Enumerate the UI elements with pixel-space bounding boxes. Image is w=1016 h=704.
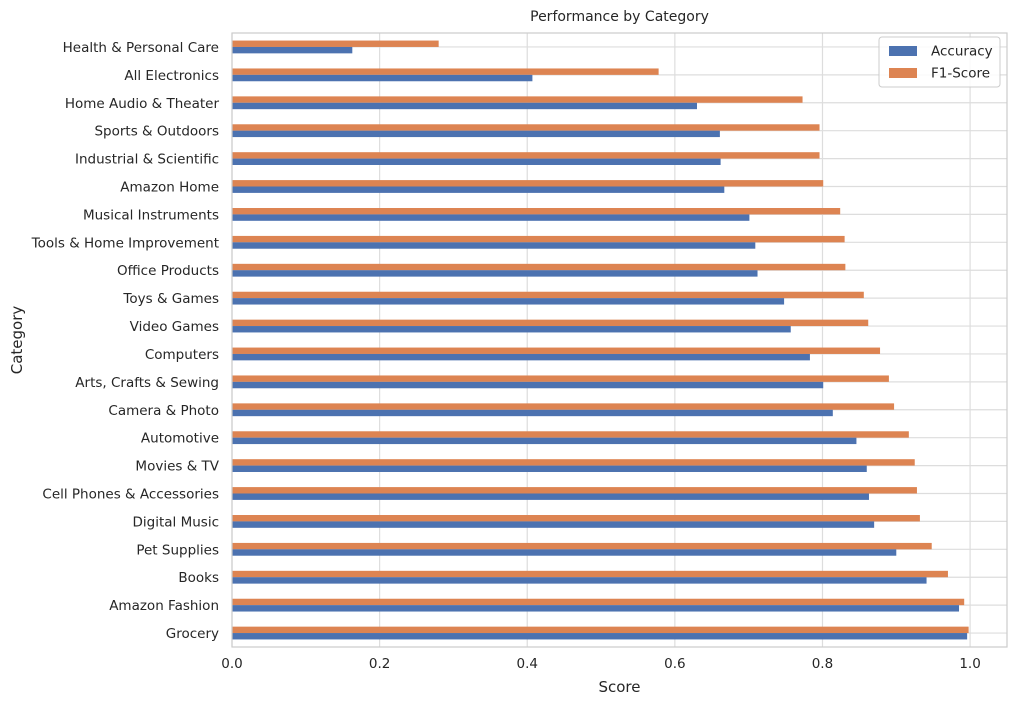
- x-tick-label: 1.0: [959, 656, 980, 672]
- y-tick-label: All Electronics: [124, 68, 219, 84]
- y-tick-label: Movies & TV: [135, 459, 219, 475]
- bar-accuracy: [232, 465, 867, 472]
- y-tick-label: Health & Personal Care: [63, 40, 219, 56]
- y-tick-label: Video Games: [130, 319, 219, 335]
- y-tick-label: Camera & Photo: [108, 403, 219, 419]
- bar-f1-score: [232, 459, 915, 466]
- bar-f1-score: [232, 68, 659, 75]
- y-tick-label: Grocery: [166, 626, 219, 642]
- bar-accuracy: [232, 437, 857, 445]
- bar-f1-score: [232, 570, 948, 578]
- bar-accuracy: [232, 130, 720, 138]
- bars: [232, 40, 969, 640]
- x-tick-label: 0.8: [812, 656, 833, 672]
- y-axis-label: Category: [8, 306, 26, 375]
- bar-f1-score: [232, 291, 864, 299]
- bar-accuracy: [232, 298, 785, 305]
- bar-f1-score: [232, 124, 820, 131]
- legend-label: Accuracy: [931, 44, 993, 60]
- y-tick-label: Computers: [145, 347, 219, 363]
- bar-accuracy: [232, 270, 758, 277]
- bar-f1-score: [232, 263, 846, 271]
- chart-title: Performance by Category: [530, 9, 709, 25]
- bar-f1-score: [232, 152, 820, 159]
- x-tick-label: 0.0: [221, 656, 242, 672]
- bar-accuracy: [232, 214, 750, 221]
- bar-f1-score: [232, 96, 803, 103]
- bar-accuracy: [232, 74, 533, 82]
- y-tick-label: Amazon Home: [120, 180, 219, 196]
- y-tick-label: Automotive: [141, 431, 219, 447]
- bar-f1-score: [232, 403, 895, 410]
- bar-f1-score: [232, 208, 841, 215]
- x-tick-label: 0.6: [664, 656, 685, 672]
- bar-f1-score: [232, 235, 845, 243]
- y-tick-label: Tools & Home Improvement: [31, 235, 219, 251]
- x-tick-label: 0.4: [516, 656, 537, 672]
- y-tick-label: Pet Supplies: [136, 542, 219, 558]
- bar-accuracy: [232, 102, 697, 110]
- y-tick-label: Arts, Crafts & Sewing: [75, 375, 219, 391]
- legend-swatch: [889, 46, 917, 56]
- bar-f1-score: [232, 626, 969, 634]
- x-tick-labels: 0.0 0.2 0.4 0.6 0.8 1.0: [221, 656, 981, 672]
- bar-accuracy: [232, 46, 353, 54]
- y-tick-label: Cell Phones & Accessories: [42, 487, 219, 503]
- bar-accuracy: [232, 521, 875, 528]
- bar-accuracy: [232, 605, 960, 612]
- bar-f1-score: [232, 515, 920, 522]
- bar-f1-score: [232, 431, 909, 438]
- x-tick-label: 0.2: [369, 656, 390, 672]
- bar-f1-score: [232, 598, 965, 606]
- bar-f1-score: [232, 347, 881, 354]
- bar-f1-score: [232, 375, 889, 382]
- bar-accuracy: [232, 381, 824, 389]
- bar-f1-score: [232, 40, 439, 47]
- bar-accuracy: [232, 158, 721, 165]
- y-tick-label: Sports & Outdoors: [94, 124, 219, 140]
- bar-accuracy: [232, 493, 869, 500]
- bar-accuracy: [232, 242, 756, 249]
- bar-accuracy: [232, 186, 725, 193]
- plot-frame: [231, 32, 1008, 648]
- bar-accuracy: [232, 633, 968, 640]
- y-tick-label: Office Products: [117, 263, 219, 279]
- y-tick-label: Home Audio & Theater: [65, 96, 220, 112]
- legend-label: F1-Score: [931, 66, 990, 82]
- bar-accuracy: [232, 326, 791, 333]
- y-tick-label: Books: [178, 570, 219, 586]
- bar-f1-score: [232, 180, 824, 187]
- bar-accuracy: [232, 577, 927, 584]
- bar-accuracy: [232, 409, 833, 417]
- y-tick-label: Amazon Fashion: [109, 598, 219, 614]
- bar-f1-score: [232, 319, 869, 327]
- y-tick-label: Musical Instruments: [83, 207, 219, 223]
- y-tick-label: Toys & Games: [122, 291, 219, 307]
- bar-f1-score: [232, 542, 932, 550]
- y-tick-label: Digital Music: [133, 514, 219, 530]
- x-axis-label: Score: [598, 678, 640, 696]
- bar-accuracy: [232, 549, 897, 556]
- legend-swatch: [889, 68, 917, 78]
- y-tick-labels: Health & Personal Care All Electronics Hom…: [31, 40, 220, 642]
- bar-accuracy: [232, 353, 810, 361]
- legend: Accuracy F1-Score: [878, 36, 1001, 88]
- bar-f1-score: [232, 487, 917, 494]
- y-tick-label: Industrial & Scientific: [75, 152, 219, 168]
